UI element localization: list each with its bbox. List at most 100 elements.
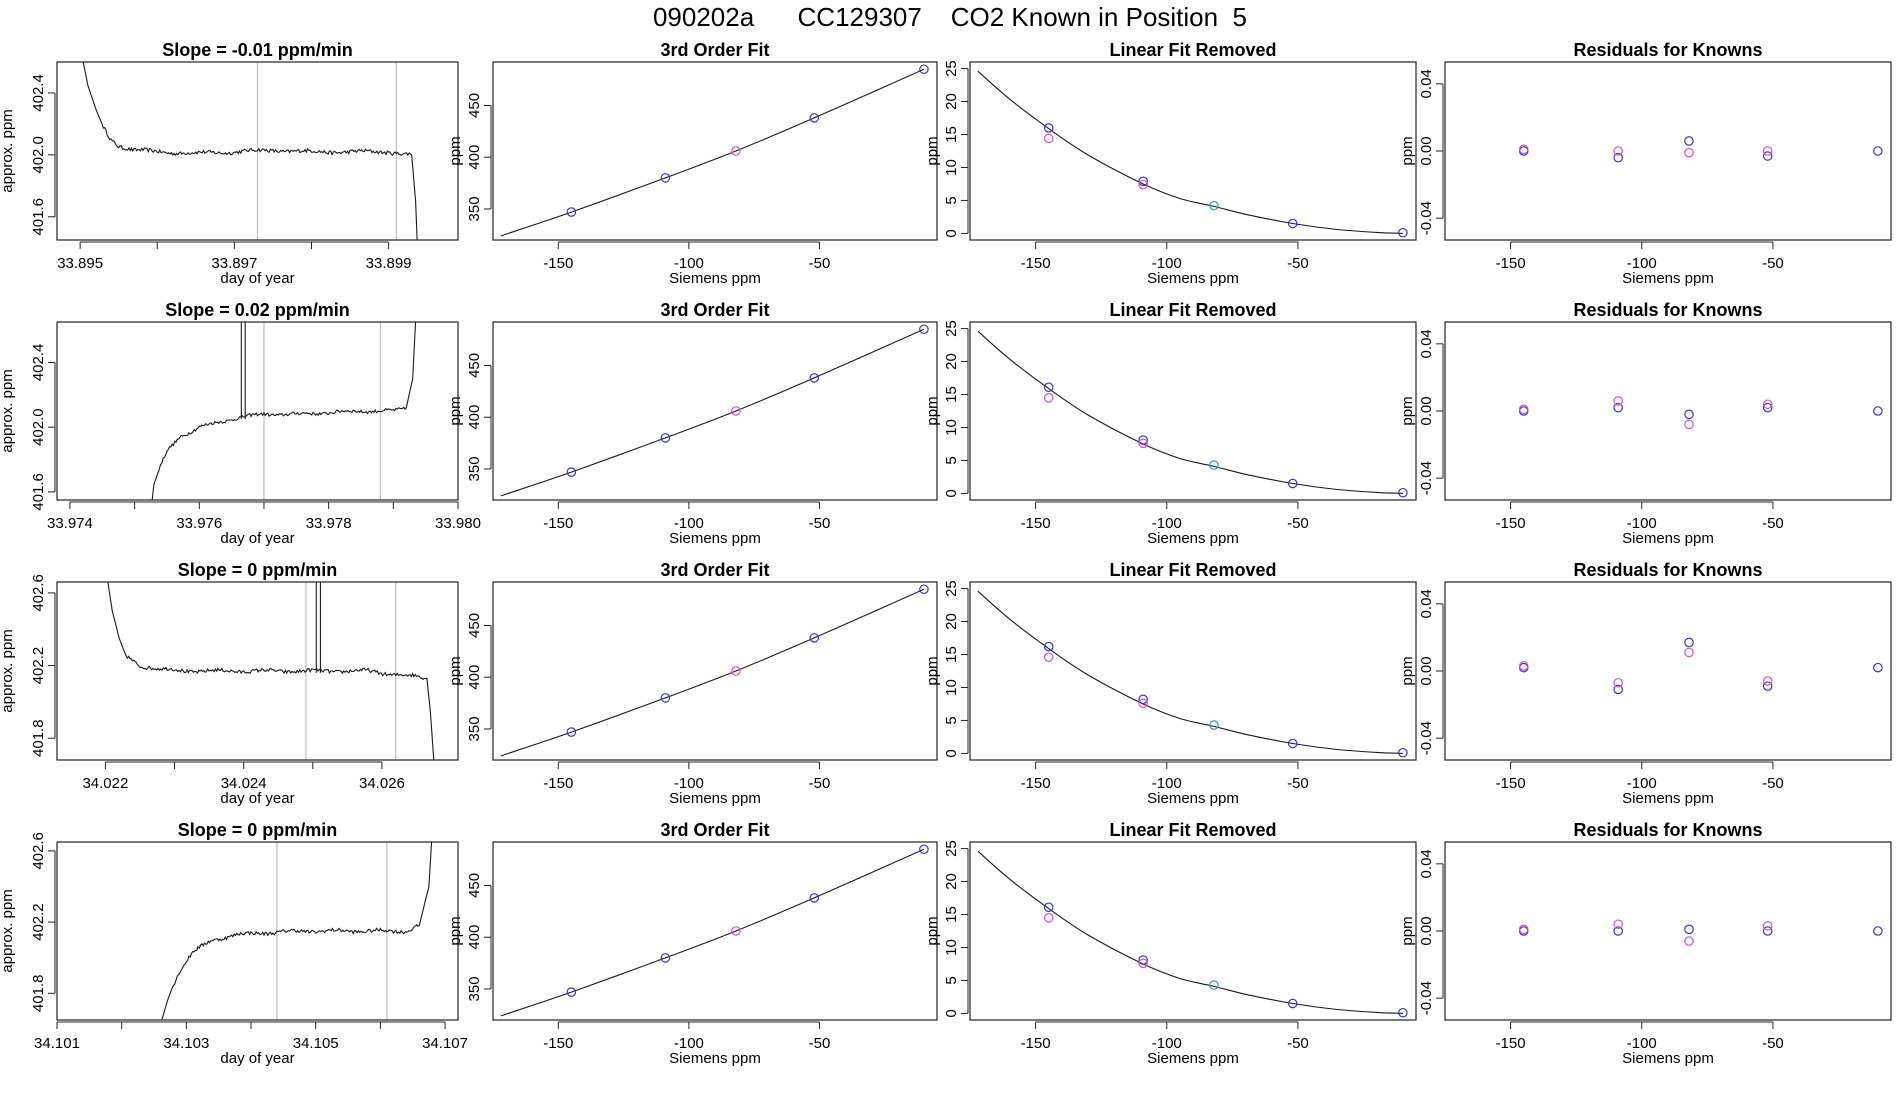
y-tick-label: 402.6 [30,574,47,612]
y-axis-label: ppm [1399,656,1416,685]
panel-r4c1: Slope = 0 ppm/min 34.101 34.103 34.105 34.10… [0,820,468,1067]
data-point [1043,133,1054,144]
x-tick-label: -50 [1762,775,1784,792]
y-tick-label: 402.4 [30,74,47,112]
data-point [1762,399,1773,410]
data-point [1762,926,1773,936]
x-axis-label: day of year [220,530,294,547]
data-point [1043,382,1054,393]
y-tick-label: 402.0 [30,408,47,446]
panel-title: Residuals for Knowns [1573,300,1762,320]
y-tick-label: 400 [466,665,483,690]
x-tick-label: -50 [1762,1035,1784,1052]
x-tick-label: -150 [1021,1035,1051,1052]
x-tick-label: -150 [543,1035,573,1052]
data-point [1873,146,1883,156]
data-point [1398,747,1408,758]
x-tick-label: -50 [1762,255,1784,272]
data-point [1762,681,1773,691]
data-point [1762,676,1773,686]
y-axis-label: approx. ppm [0,109,16,192]
data-point [1613,684,1623,695]
data-point [1398,487,1408,498]
x-tick-label: -150 [1496,515,1526,532]
x-tick-label: 33.897 [211,255,257,272]
x-tick-label: -150 [543,255,573,272]
x-tick-label: -50 [809,515,831,532]
plot-box [56,321,459,501]
panel-title: Linear Fit Removed [1109,40,1276,60]
y-axis-label: ppm [924,396,941,425]
x-tick-label: -150 [1496,775,1526,792]
x-tick-label: 34.103 [163,1035,209,1052]
figure-title: 090202a CC129307 CO2 Known in Position 5 [652,2,1248,32]
y-tick-label: 402.4 [30,344,47,382]
x-tick-label: -50 [1287,1035,1309,1052]
data-point [1138,176,1148,187]
data-point [809,113,820,123]
y-tick-label: 0.04 [1418,329,1435,358]
y-tick-label: 401.6 [30,473,47,511]
x-tick-label: -100 [1627,255,1657,272]
y-axis-label: ppm [447,396,464,425]
y-tick-label: 450 [466,613,483,638]
plot-box [56,61,459,241]
data-point [1043,393,1054,403]
plot-area [161,842,433,1020]
y-tick-label: 0 [943,1009,960,1017]
x-axis-label: Siemens ppm [1147,270,1239,287]
y-tick-label: 20 [943,873,960,890]
y-tick-label: 0 [943,749,960,757]
x-tick-label: -150 [1021,515,1051,532]
y-axis-label: approx. ppm [0,629,16,712]
x-tick-label: 33.895 [57,255,103,272]
x-tick-label: -100 [674,255,704,272]
data-point [1518,404,1529,415]
plot-area [977,70,1403,234]
data-point [1684,419,1694,430]
panel-r3c2: 3rd Order Fit -150 -100 -50 Siemens ppm 350 40… [447,560,938,807]
panel-r3c1: Slope = 0 ppm/min 34.022 34.024 34.026 day o… [0,560,459,807]
data-point [1209,980,1219,990]
data-point [1762,146,1773,156]
y-tick-label: 0 [943,229,960,237]
y-tick-label: 350 [466,196,483,221]
data-point [1873,406,1883,416]
spike-trace [315,582,321,673]
y-axis-label: ppm [447,136,464,165]
data-point [919,844,929,855]
data-point [1684,936,1694,946]
x-tick-label: -100 [1152,1035,1182,1052]
data-point [1613,919,1623,930]
x-axis-label: Siemens ppm [669,270,761,287]
x-tick-label: 34.101 [34,1035,80,1052]
data-point [1613,396,1623,406]
y-tick-label: 0.00 [1418,916,1435,945]
y-tick-label: 402.2 [30,647,47,685]
x-axis-label: day of year [220,790,294,807]
data-point [1613,402,1623,413]
data-point [1518,144,1529,155]
data-point [1762,921,1773,931]
x-tick-label: -150 [1021,775,1051,792]
data-point [731,146,741,156]
y-tick-label: -0.04 [1418,981,1435,1015]
fit-curve [500,328,925,497]
data-point [1613,152,1623,163]
x-tick-label: -50 [1287,515,1309,532]
panel-r1c2: 3rd Order Fit -150 -100 -50 Siemens ppm 350 40… [447,40,938,287]
y-tick-label: 0.00 [1418,396,1435,425]
x-axis-label: Siemens ppm [669,530,761,547]
y-tick-label: 450 [466,93,483,118]
y-axis-label: ppm [924,916,941,945]
x-tick-label: 33.976 [176,515,222,532]
data-point [1043,123,1054,133]
x-tick-label: 33.980 [435,515,481,532]
data-point [731,666,741,676]
data-point [1398,1007,1408,1018]
data-point [919,584,929,595]
y-tick-label: 25 [943,320,960,337]
data-point [1613,146,1623,156]
x-axis-label: Siemens ppm [1622,530,1714,547]
